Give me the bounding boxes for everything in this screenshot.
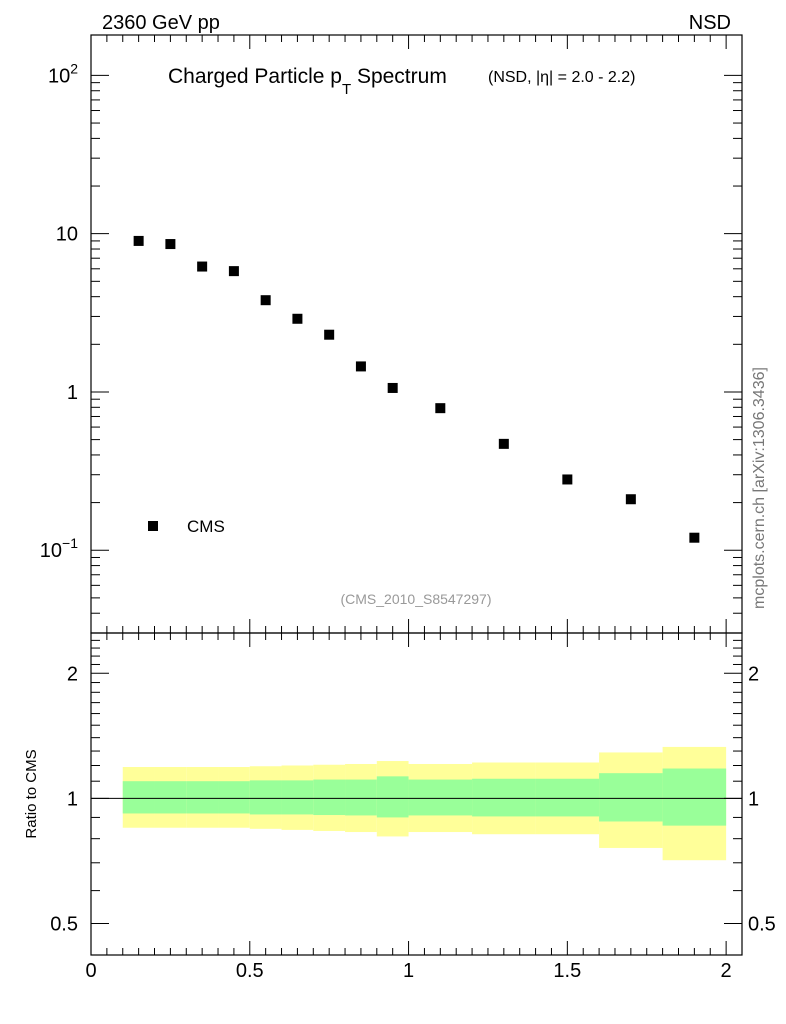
data-point — [228, 266, 239, 277]
inner-band — [154, 781, 187, 814]
side-label: mcplots.cern.ch [arXiv:1306.3436] — [751, 367, 768, 609]
y-tick-label: 1 — [67, 788, 78, 810]
legend-marker — [148, 521, 158, 531]
energy-label: 2360 GeV pp — [102, 12, 220, 34]
process-label: NSD — [689, 12, 731, 34]
ratio-plot-frame — [90, 632, 743, 956]
inner-band — [249, 780, 282, 815]
inner-band — [408, 779, 473, 816]
data-point — [625, 494, 636, 505]
y-tick-label: 102 — [48, 60, 78, 87]
legend-label: CMS — [187, 517, 225, 536]
inner-band — [345, 779, 377, 816]
main-axis-ticks — [90, 35, 742, 634]
y-tick-label: 1 — [748, 788, 759, 810]
ratio-y-tick-labels: 2 2 1 1 0.5 0.5 — [50, 663, 776, 935]
inner-band — [535, 778, 600, 817]
data-point — [435, 403, 446, 414]
data-point — [498, 438, 509, 449]
data-point — [355, 361, 366, 372]
data-point — [324, 329, 335, 340]
inner-band — [472, 778, 536, 817]
data-point — [689, 532, 700, 543]
y-tick-label: 0.5 — [748, 914, 776, 936]
x-tick-label: 1.5 — [553, 960, 581, 982]
inner-band — [376, 776, 409, 818]
y-tick-label: 1 — [67, 382, 78, 404]
y-tick-label: 10 — [56, 224, 78, 246]
ratio-bands — [122, 746, 727, 861]
ratio-axis-ticks — [90, 633, 742, 955]
data-point — [292, 313, 303, 324]
cms-data-points — [133, 235, 700, 543]
analysis-reference: (CMS_2010_S8547297) — [341, 591, 492, 607]
data-point — [260, 295, 271, 306]
main-plot-frame — [90, 34, 743, 634]
inner-band — [599, 773, 663, 822]
x-tick-labels: 0 0.5 1 1.5 2 — [85, 960, 731, 982]
data-point — [165, 239, 176, 250]
data-point — [197, 261, 208, 272]
chart-subtitle: (NSD, |η| = 2.0 - 2.2) — [488, 69, 635, 86]
y-tick-label: 2 — [748, 663, 759, 685]
inner-band — [281, 780, 314, 815]
data-point — [387, 382, 398, 393]
x-tick-label: 0 — [85, 960, 96, 982]
x-tick-label: 0.5 — [236, 960, 264, 982]
inner-band — [313, 779, 346, 816]
ratio-panel: 2 2 1 1 0.5 0.5 0 0.5 1 1.5 2 Ratio to CMS — [23, 632, 776, 982]
inner-band — [122, 781, 155, 814]
x-tick-label: 2 — [721, 960, 732, 982]
inner-band — [186, 781, 219, 814]
data-point — [133, 235, 144, 246]
main-y-tick-labels: 102 10 1 10−1 — [40, 60, 78, 562]
data-point — [562, 474, 573, 485]
chart-title: Charged Particle pT Spectrum — [168, 65, 447, 98]
y-tick-label: 2 — [67, 663, 78, 685]
x-tick-label: 1 — [403, 960, 414, 982]
y-tick-label: 10−1 — [40, 535, 78, 562]
inner-band — [662, 768, 727, 826]
inner-band — [218, 781, 250, 814]
ratio-y-axis-label: Ratio to CMS — [23, 749, 40, 838]
y-tick-label: 0.5 — [50, 914, 78, 936]
